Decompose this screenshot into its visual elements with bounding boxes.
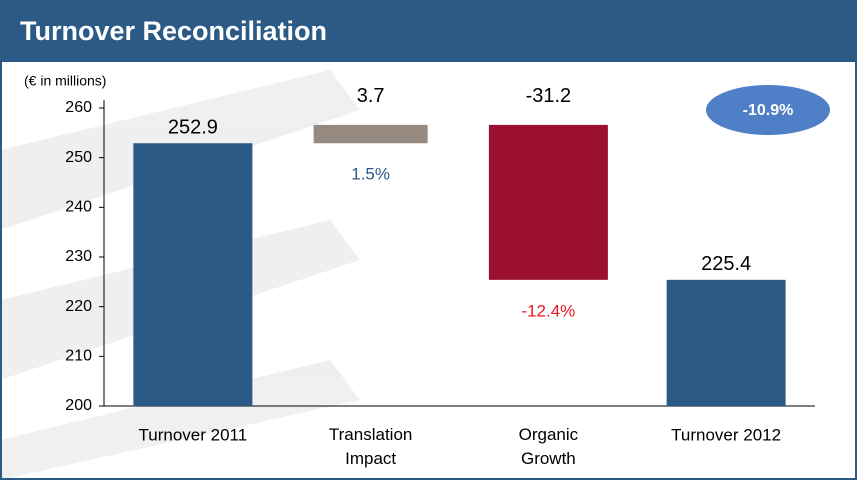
y-tick-label: 260 bbox=[65, 99, 92, 116]
unit-label: (€ in millions) bbox=[24, 73, 106, 89]
y-tick-label: 230 bbox=[65, 248, 92, 265]
x-tick-label: Turnover 2012 bbox=[671, 425, 781, 444]
percent-label: 1.5% bbox=[351, 165, 390, 184]
badge bbox=[706, 85, 830, 135]
value-label: 252.9 bbox=[168, 117, 218, 139]
value-label: 225.4 bbox=[701, 253, 751, 275]
badge-label: -10.9% bbox=[743, 102, 794, 119]
percent-label: -12.4% bbox=[521, 301, 575, 320]
bar bbox=[313, 124, 428, 144]
y-tick-label: 210 bbox=[65, 348, 92, 365]
bar bbox=[133, 143, 253, 406]
bar bbox=[488, 124, 608, 280]
y-tick-label: 250 bbox=[65, 149, 92, 166]
y-tick-label: 220 bbox=[65, 298, 92, 315]
chart-title: Turnover Reconciliation bbox=[20, 16, 327, 46]
value-label: 3.7 bbox=[357, 85, 385, 107]
value-label: -31.2 bbox=[526, 85, 572, 107]
x-tick-label: Translation Impact bbox=[329, 425, 412, 468]
y-tick-label: 240 bbox=[65, 199, 92, 216]
bar bbox=[666, 279, 786, 406]
y-tick-label: 200 bbox=[65, 397, 92, 414]
header-bar bbox=[0, 0, 857, 62]
x-tick-label: Turnover 2011 bbox=[139, 425, 248, 444]
x-tick-label: Organic Growth bbox=[519, 425, 579, 468]
